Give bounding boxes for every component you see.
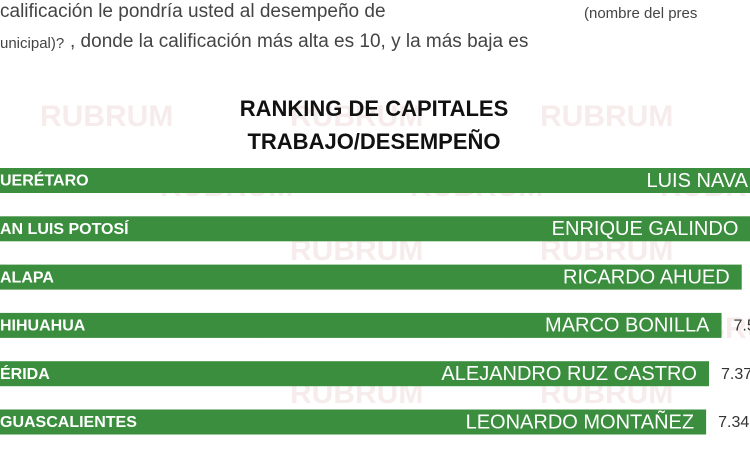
chart-title: RANKING DE CAPITALES bbox=[240, 96, 509, 121]
name-label: ALEJANDRO RUZ CASTRO bbox=[441, 363, 697, 385]
question-note: unicipal)? bbox=[0, 35, 64, 52]
category-label: HIHUAHUA bbox=[0, 318, 86, 335]
chart-subtitle: TRABAJO/DESEMPEÑO bbox=[247, 129, 500, 154]
bar bbox=[0, 312, 722, 338]
name-label: LEONARDO MONTAÑEZ bbox=[466, 409, 695, 433]
category-label: ALAPA bbox=[0, 269, 54, 286]
value-label: 7.34 bbox=[718, 414, 749, 431]
bar bbox=[0, 264, 742, 290]
question-note: (nombre del pres bbox=[584, 5, 697, 22]
category-label: GUASCALIENTES bbox=[0, 414, 137, 431]
bar bbox=[0, 216, 750, 242]
watermark: RUBRUM bbox=[540, 100, 673, 133]
bar bbox=[0, 361, 710, 387]
bar bbox=[0, 168, 750, 193]
value-label: 7.5 bbox=[734, 318, 750, 335]
watermark: RUBRUM bbox=[290, 100, 423, 133]
bar bbox=[0, 409, 707, 435]
name-label: LUIS NAVA bbox=[646, 170, 748, 192]
value-label: 7.37 bbox=[721, 366, 750, 383]
category-label: UERÉTARO bbox=[0, 171, 89, 190]
question-text: , donde la calificación más alta es 10, … bbox=[70, 31, 528, 52]
category-label: ÉRIDA bbox=[0, 364, 50, 383]
name-label: ENRIQUE GALINDO bbox=[552, 218, 739, 240]
name-label: RICARDO AHUED bbox=[563, 266, 730, 288]
question-text: calificación le pondría usted al desempe… bbox=[0, 1, 386, 22]
question: calificación le pondría usted al desempe… bbox=[0, 1, 697, 52]
watermark: RUBRUM bbox=[40, 100, 173, 133]
category-label: AN LUIS POTOSÍ bbox=[0, 219, 129, 238]
name-label: MARCO BONILLA bbox=[545, 315, 710, 337]
